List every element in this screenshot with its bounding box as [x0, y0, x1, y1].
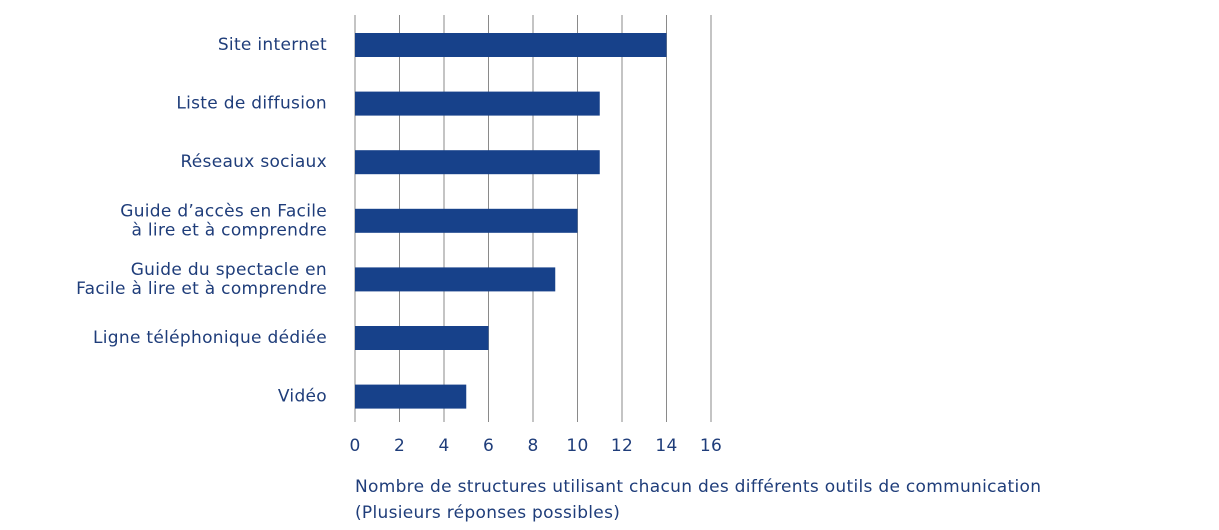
x-tick-label: 6 — [483, 436, 494, 456]
x-tick-label: 12 — [611, 436, 633, 456]
y-tick-label: Site internet — [218, 35, 327, 55]
bar — [355, 384, 467, 409]
x-tick-label: 8 — [527, 436, 538, 456]
y-tick-label: Vidéo — [278, 387, 327, 407]
bar — [355, 33, 667, 57]
x-tick-label: 14 — [655, 436, 677, 456]
x-tick-label: 2 — [394, 436, 405, 456]
y-tick-label: Réseaux sociaux — [180, 152, 327, 172]
x-axis-label: Nombre de structures utilisant chacun de… — [355, 477, 1041, 523]
bar — [355, 91, 600, 116]
bar — [355, 267, 556, 292]
y-tick-label: Guide d’accès en Facile à lire et à compr… — [120, 201, 327, 240]
x-tick-label: 16 — [700, 436, 722, 456]
x-tick-label: 0 — [349, 436, 360, 456]
y-tick-label: Liste de diffusion — [176, 94, 327, 114]
x-tick-label: 10 — [566, 436, 588, 456]
bar — [355, 208, 578, 233]
bar — [355, 150, 600, 175]
y-tick-label: Guide du spectacle en Facile à lire et à … — [76, 260, 327, 299]
x-tick-label: 4 — [438, 436, 449, 456]
bar — [355, 326, 489, 350]
y-tick-label: Ligne téléphonique dédiée — [93, 328, 327, 348]
